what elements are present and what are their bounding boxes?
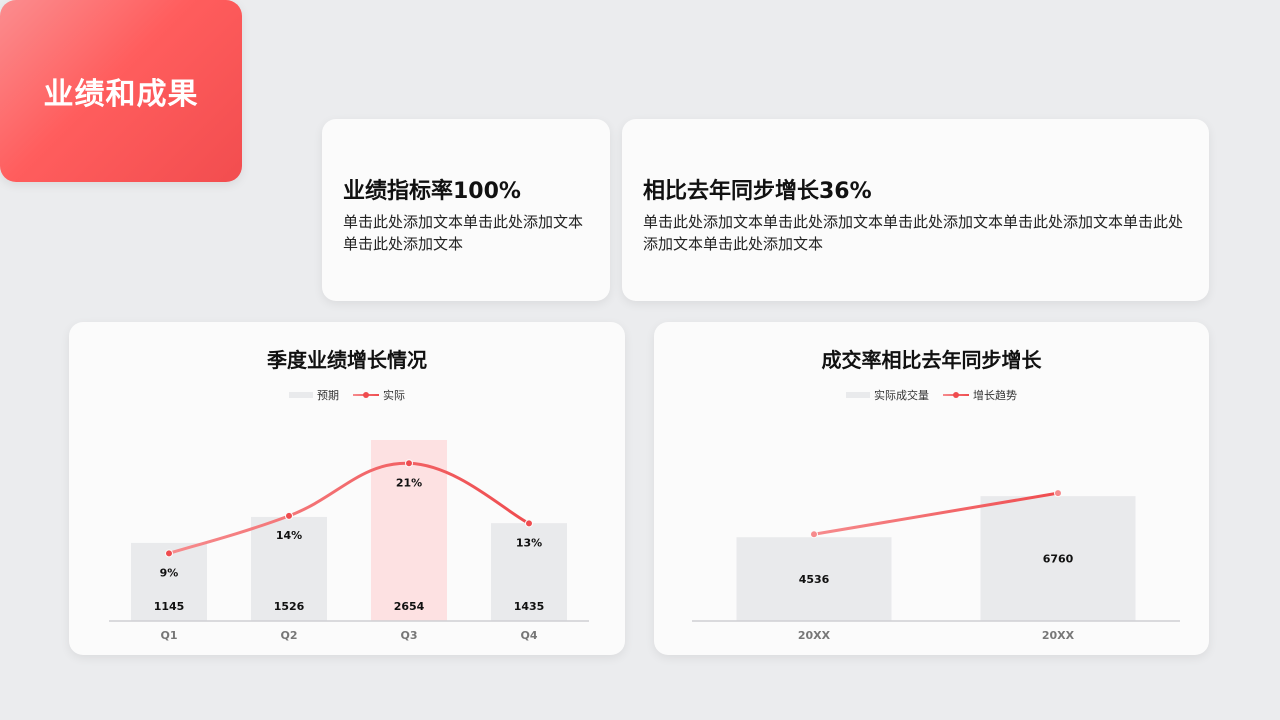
chart-card-quarterly: 季度业绩增长情况 预期 实际 1145 Q1 1526 Q2 2654 Q3 1435 Q4 9… [69, 322, 625, 655]
point-value-label: 21% [396, 476, 422, 489]
legend-item-line: 实际 [353, 387, 405, 403]
legend-line-swatch [943, 392, 969, 398]
legend-label: 实际 [383, 389, 405, 402]
x-tick-label: Q3 [400, 629, 417, 642]
bar-value-label: 1145 [154, 600, 185, 613]
metric-text: 单击此处添加文本单击此处添加文本单击此处添加文本 [343, 213, 584, 253]
legend-line-swatch [353, 392, 379, 398]
legend-bar-swatch [846, 392, 870, 398]
chart-card-yearly: 成交率相比去年同步增长 实际成交量 增长趋势 4536 20XX 6760 20XX [654, 322, 1209, 655]
legend-item-line: 增长趋势 [943, 387, 1017, 403]
series-line [812, 491, 1060, 536]
x-tick-label: 20XX [798, 629, 831, 642]
line-point [405, 459, 413, 468]
metric-title: 相比去年同步增长36% [643, 179, 872, 204]
chart-bar [980, 496, 1136, 621]
bar-value-label: 1526 [274, 600, 305, 613]
bar-value-label: 1435 [514, 600, 545, 613]
metric-card-growth: 相比去年同步增长36% 单击此处添加文本单击此处添加文本单击此处添加文本单击此处… [622, 119, 1209, 301]
line-point [285, 511, 293, 520]
line-point [1054, 489, 1062, 498]
chart-title: 季度业绩增长情况 [267, 348, 427, 372]
quarterly-chart-plot: 1145 Q1 1526 Q2 2654 Q3 1435 Q4 9% 14% 21% 13% [109, 440, 589, 642]
point-value-label: 14% [276, 529, 302, 542]
chart-bar [371, 440, 447, 621]
legend-bar-swatch [289, 392, 313, 398]
legend-label: 实际成交量 [874, 389, 929, 402]
line-point [165, 549, 173, 558]
series-line [167, 461, 531, 555]
bar-value-label: 4536 [799, 573, 830, 586]
hero-banner: 业绩和成果 [0, 0, 242, 182]
chart-bar [251, 516, 327, 621]
x-tick-label: 20XX [1042, 629, 1075, 642]
metric-title: 业绩指标率100% [343, 179, 521, 204]
point-value-label: 13% [516, 536, 542, 549]
metric-card-target: 业绩指标率100% 单击此处添加文本单击此处添加文本单击此处添加文本 [322, 119, 610, 301]
chart-title: 成交率相比去年同步增长 [821, 348, 1042, 372]
hero-title: 业绩和成果 [43, 77, 199, 112]
point-value-label: 9% [160, 566, 179, 579]
chart-legend: 预期 实际 [69, 387, 625, 403]
bar-value-label: 2654 [394, 600, 425, 613]
bar-value-label: 6760 [1043, 553, 1074, 566]
chart-legend: 实际成交量 增长趋势 [654, 387, 1209, 403]
metric-text: 单击此处添加文本单击此处添加文本单击此处添加文本单击此处添加文本单击此处添加文本… [643, 213, 1184, 253]
line-point [525, 519, 533, 528]
yearly-chart-plot: 4536 20XX 6760 20XX [692, 489, 1180, 642]
line-point [810, 530, 818, 539]
legend-item-bar: 预期 [289, 387, 339, 403]
legend-label: 增长趋势 [973, 389, 1017, 402]
chart-bar [491, 523, 567, 621]
chart-bar [736, 537, 892, 621]
legend-item-bar: 实际成交量 [846, 387, 929, 403]
x-tick-label: Q2 [280, 629, 297, 642]
x-tick-label: Q1 [160, 629, 177, 642]
x-tick-label: Q4 [520, 629, 537, 642]
legend-label: 预期 [317, 389, 339, 402]
